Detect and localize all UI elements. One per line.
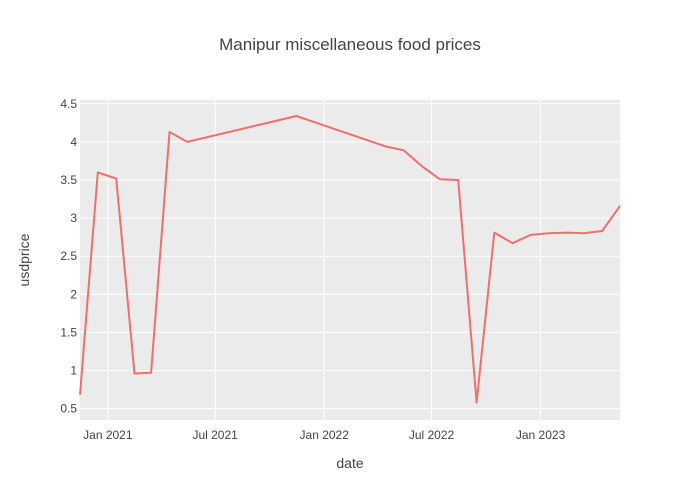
y-tick-label: 1 — [70, 363, 77, 377]
x-axis-ticks: Jan 2021 Jul 2021 Jan 2022 Jul 2022 Jan 2023 — [83, 428, 565, 442]
gridlines — [80, 100, 620, 420]
x-tick-label: Jul 2021 — [192, 428, 238, 442]
x-tick-label: Jan 2022 — [300, 428, 350, 442]
x-axis-title: date — [336, 455, 363, 471]
y-tick-label: 4.5 — [60, 97, 77, 111]
y-tick-label: 3.5 — [60, 173, 77, 187]
series-line-usdprice — [79, 115, 621, 404]
y-tick-label: 2 — [70, 287, 77, 301]
x-tick-label: Jul 2022 — [409, 428, 455, 442]
y-tick-label: 0.5 — [60, 402, 77, 416]
x-tick-label: Jan 2021 — [83, 428, 133, 442]
y-tick-label: 1.5 — [60, 325, 77, 339]
y-axis-title: usdprice — [16, 233, 32, 286]
chart-title: Manipur miscellaneous food prices — [219, 35, 481, 54]
y-tick-label: 4 — [70, 135, 77, 149]
plot-area — [80, 100, 620, 420]
y-tick-label: 3 — [70, 211, 77, 225]
x-tick-label: Jan 2023 — [516, 428, 566, 442]
y-tick-label: 2.5 — [60, 249, 77, 263]
y-axis-ticks: 0.5 1 1.5 2 2.5 3 3.5 4 4.5 — [60, 97, 77, 416]
series-layer — [79, 115, 621, 404]
